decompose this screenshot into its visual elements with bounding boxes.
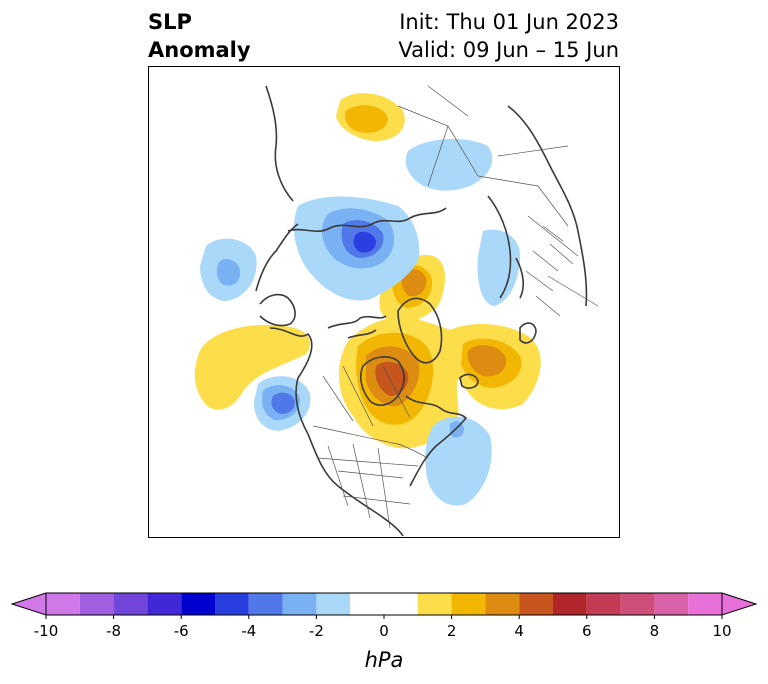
colorbar-bin xyxy=(553,593,587,615)
title-line-2: Anomaly xyxy=(148,38,251,62)
colorbar-tick-label: 6 xyxy=(582,622,592,640)
negative-anomaly-east-asia-outer xyxy=(405,139,493,191)
coastlines xyxy=(255,85,588,537)
anomaly-shading xyxy=(194,93,541,506)
colorbar-bin xyxy=(451,593,486,615)
coastline-greenland xyxy=(397,297,443,364)
colorbar-extend-max xyxy=(721,592,758,616)
border-us-states xyxy=(317,443,419,529)
positive-anomaly-atlantic-inner xyxy=(467,345,507,377)
coastline-canada-east xyxy=(405,395,467,487)
border-canada-provinces xyxy=(322,365,411,427)
colorbar-tick-label: 4 xyxy=(514,622,524,640)
colorbar: -10 -8 -6 -4 -2 0 2 4 6 8 10 hPa xyxy=(10,592,758,672)
coastline-north-america xyxy=(269,327,404,537)
colorbar-tick-label: -6 xyxy=(174,622,189,640)
negative-anomaly-siberia-core xyxy=(353,231,376,253)
colorbar-tick-label: 10 xyxy=(712,622,731,640)
colorbar-tick-label: -10 xyxy=(34,622,59,640)
colorbar-bin xyxy=(282,593,317,615)
border-europe-countries xyxy=(525,225,574,317)
coastline-hudson-bay xyxy=(360,356,405,406)
coastline-east-asia xyxy=(265,85,294,202)
colorbar-bin xyxy=(485,593,520,615)
coastline-alaska xyxy=(259,293,296,327)
coastline-iceland xyxy=(459,373,479,389)
colorbar-bin xyxy=(586,593,621,615)
colorbar-tick-label: 0 xyxy=(379,622,389,640)
colorbar-bin xyxy=(688,593,722,615)
anomaly-map xyxy=(148,66,620,538)
coastline-kamchatka xyxy=(255,223,299,292)
borders xyxy=(312,85,599,529)
coastline-europe xyxy=(507,105,588,307)
init-date: Init: Thu 01 Jun 2023 xyxy=(399,10,619,34)
colorbar-bin xyxy=(181,593,215,615)
colorbar-bin xyxy=(46,593,80,615)
map-title: SLP Anomaly xyxy=(148,8,251,64)
colorbar-bin xyxy=(215,593,249,615)
positive-anomaly-gulf-of-alaska xyxy=(194,324,311,410)
colorbar-ticks: -10 -8 -6 -4 -2 0 2 4 6 8 10 xyxy=(34,615,732,640)
positive-anomaly-greenland-inner xyxy=(401,269,427,297)
colorbar-bin xyxy=(350,593,418,615)
colorbar-tick-label: 2 xyxy=(447,622,457,640)
colorbar-tick-label: -2 xyxy=(309,622,324,640)
negative-anomaly-atlantic-west-outer xyxy=(425,416,492,506)
coastline-siberia xyxy=(287,207,447,232)
colorbar-tick-label: -8 xyxy=(106,622,121,640)
map-frame xyxy=(148,66,620,538)
colorbar-bin xyxy=(147,593,182,615)
colorbar-bin xyxy=(620,593,655,615)
colorbar-bins xyxy=(10,592,758,616)
colorbar-bin xyxy=(79,593,114,615)
colorbar-bin xyxy=(417,593,452,615)
border-eurasia xyxy=(397,85,599,307)
colorbar-tick-label: 8 xyxy=(650,622,660,640)
forecast-dates: Init: Thu 01 Jun 2023 Valid: 09 Jun – 15… xyxy=(398,8,619,64)
colorbar-tick-label: -4 xyxy=(241,622,256,640)
title-line-1: SLP xyxy=(148,10,192,34)
negative-anomaly-bering-mid xyxy=(216,259,240,286)
colorbar-bin xyxy=(654,593,689,615)
colorbar-bin xyxy=(113,593,148,615)
negative-anomaly-pacific-inner xyxy=(271,392,295,414)
coastline-scandinavia xyxy=(487,195,525,299)
coastline-british-isles xyxy=(519,322,537,344)
colorbar-unit: hPa xyxy=(365,648,404,672)
positive-anomaly-canada-core xyxy=(375,361,409,396)
coastline-arctic-canada xyxy=(327,315,387,339)
colorbar-bin xyxy=(316,593,351,615)
valid-date-range: Valid: 09 Jun – 15 Jun xyxy=(398,38,619,62)
colorbar-bin xyxy=(248,593,283,615)
colorbar-extend-min xyxy=(10,592,47,616)
border-us-canada xyxy=(312,425,429,459)
positive-anomaly-europe-mid xyxy=(344,105,388,133)
colorbar-bin xyxy=(519,593,553,615)
